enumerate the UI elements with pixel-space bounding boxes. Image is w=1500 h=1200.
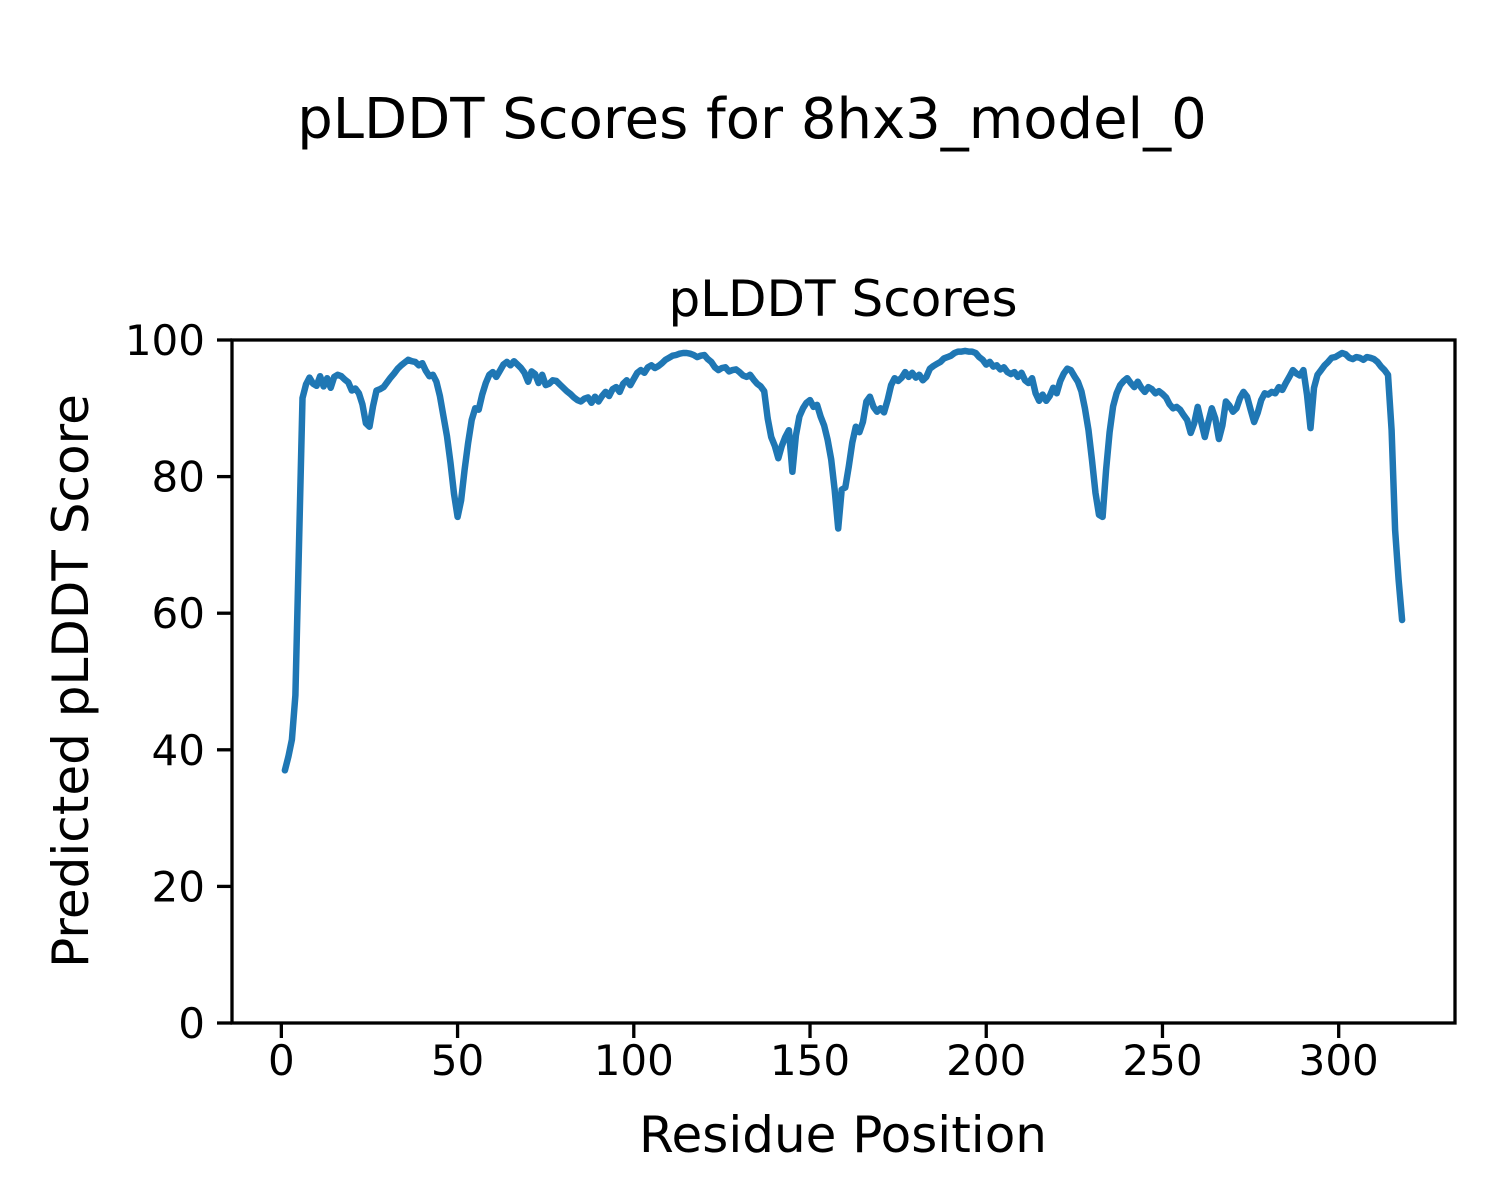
x-tick-label: 0 (268, 1036, 295, 1085)
y-tick-label: 20 (152, 862, 205, 911)
y-axis-label: Predicted pLDDT Score (42, 394, 100, 968)
y-tick-label: 60 (152, 589, 205, 638)
y-tick-label: 80 (152, 453, 205, 502)
x-tick-label: 100 (594, 1036, 674, 1085)
figure-suptitle: pLDDT Scores for 8hx3_model_0 (297, 87, 1207, 152)
y-tick-label: 40 (152, 726, 205, 775)
x-tick-label: 300 (1299, 1036, 1379, 1085)
x-tick-label: 150 (770, 1036, 850, 1085)
x-tick-label: 250 (1122, 1036, 1202, 1085)
x-axis-ticks: 0 50 100 150 200 250 300 (268, 1023, 1379, 1085)
plot-frame (230, 338, 1457, 1025)
y-tick-label: 100 (125, 316, 205, 365)
plddt-line-series (281, 347, 1406, 774)
y-axis-ticks: 0 20 40 60 80 100 (125, 316, 232, 1048)
axes-title: pLDDT Scores (668, 270, 1017, 328)
x-tick-label: 200 (946, 1036, 1026, 1085)
x-tick-label: 50 (431, 1036, 484, 1085)
y-tick-label: 0 (178, 999, 205, 1048)
x-axis-label: Residue Position (639, 1106, 1047, 1164)
